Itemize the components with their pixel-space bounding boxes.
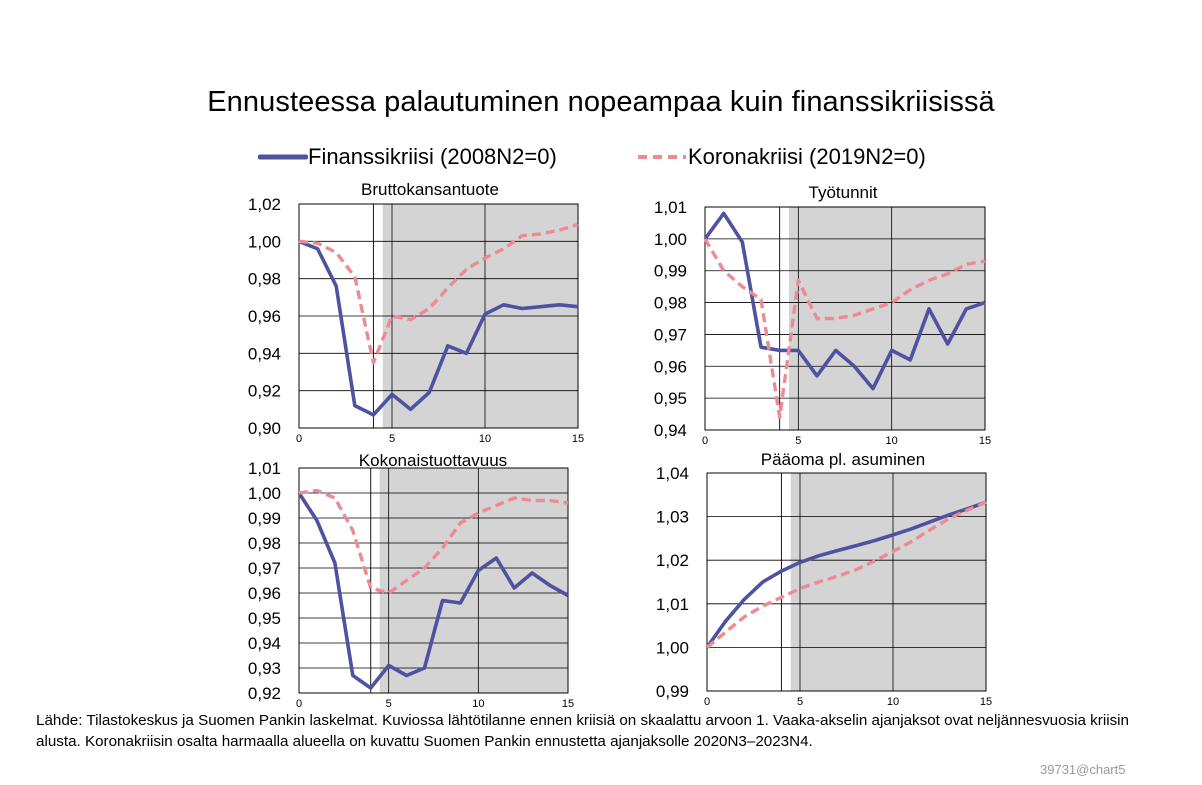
legend-item-finanssikriisi: Finanssikriisi (2008N2=0) — [258, 140, 557, 174]
y-tick-label: 0,96 — [248, 584, 281, 603]
legend-label-koronakriisi: Koronakriisi (2019N2=0) — [688, 144, 926, 169]
series-line-finanssikriisi — [298, 239, 579, 417]
legend-item-koronakriisi: Koronakriisi (2019N2=0) — [636, 140, 926, 174]
x-tick-label: 5 — [389, 433, 395, 445]
legend-line-solid — [258, 154, 308, 160]
legend-label-finanssikriisi: Finanssikriisi (2008N2=0) — [308, 144, 557, 169]
x-tick-label: 10 — [479, 433, 491, 445]
y-tick-label: 1,03 — [656, 508, 689, 527]
y-tick-label: 0,98 — [248, 534, 281, 553]
y-tick-label: 0,90 — [248, 419, 281, 438]
y-tick-label: 0,92 — [248, 684, 281, 703]
y-tick-label: 0,98 — [248, 270, 281, 289]
y-tick-label: 0,95 — [654, 389, 687, 408]
y-tick-label: 0,94 — [654, 421, 687, 440]
x-tick-label: 15 — [572, 433, 584, 445]
panel-title: Pääoma pl. asuminen — [761, 450, 925, 469]
y-tick-label: 0,98 — [654, 294, 687, 313]
plot-frame — [704, 206, 986, 431]
chart-title: Ennusteessa palautuminen nopeampaa kuin … — [207, 86, 995, 118]
x-tick-label: 5 — [795, 435, 801, 447]
y-tick-label: 0,92 — [248, 382, 281, 401]
source-note: Lähde: Tilastokeskus ja Suomen Pankin la… — [36, 712, 1130, 750]
y-tick-label: 0,96 — [248, 307, 281, 326]
y-tick-label: 0,94 — [248, 634, 281, 653]
chart-panel-bkt: 0,90 0,92 0,94 0,96 0,98 1,00 1,02 0 5 10 15 Brutto… — [248, 180, 584, 445]
series-line-koronakriisi — [298, 488, 569, 595]
y-tick-label: 0,99 — [656, 682, 689, 701]
plot-frame — [298, 203, 579, 429]
y-tick-label: 0,96 — [654, 357, 687, 376]
x-tick-label: 0 — [704, 696, 710, 708]
chart-panel-paaoma: 0,99 1,00 1,01 1,02 1,03 1,04 0 5 10 15 Pääoma pl.… — [656, 450, 992, 708]
forecast-shade — [789, 207, 985, 430]
y-tick-label: 1,01 — [654, 198, 687, 217]
x-tick-label: 10 — [472, 698, 484, 710]
y-tick-label: 1,00 — [654, 230, 687, 249]
panel-title: Kokonaistuottavuus — [359, 451, 507, 470]
charts-area: 0,90 0,92 0,94 0,96 0,98 1,00 1,02 0 5 10 15 Brutto… — [248, 180, 992, 710]
legend-line-dashed — [638, 155, 686, 159]
y-tick-label: 1,01 — [248, 459, 281, 478]
x-tick-label: 15 — [562, 698, 574, 710]
y-tick-label: 0,97 — [248, 559, 281, 578]
legend: Finanssikriisi (2008N2=0) Koronakriisi (… — [0, 140, 1202, 174]
panel-title: Työtunnit — [809, 183, 878, 202]
series-line-finanssikriisi — [297, 492, 569, 690]
y-tick-label: 1,00 — [656, 638, 689, 657]
y-tick-label: 0,95 — [248, 609, 281, 628]
y-tick-label: 1,00 — [248, 484, 281, 503]
y-tick-label: 0,97 — [654, 325, 687, 344]
plot-frame — [298, 467, 569, 694]
x-tick-label: 15 — [980, 696, 992, 708]
x-tick-label: 5 — [797, 696, 803, 708]
x-tick-label: 10 — [887, 696, 899, 708]
y-tick-label: 0,94 — [248, 344, 281, 363]
x-tick-label: 0 — [296, 698, 302, 710]
chart-panel-tyotunnit: 0,94 0,95 0,96 0,97 0,98 0,99 1,00 1,01 0 5 10 15 Ty… — [654, 183, 991, 447]
y-tick-label: 1,02 — [656, 551, 689, 570]
x-tick-label: 10 — [886, 435, 898, 447]
chart-id: 39731@chart5 — [1040, 762, 1126, 777]
y-tick-label: 0,99 — [654, 262, 687, 281]
panel-title: Bruttokansantuote — [361, 180, 499, 199]
y-tick-label: 1,04 — [656, 464, 689, 483]
chart-panel-kokonaistuottavuus: 0,92 0,93 0,94 0,95 0,96 0,97 0,98 0,99 1,00 1,01… — [248, 451, 574, 710]
x-tick-label: 15 — [979, 435, 991, 447]
y-tick-label: 0,99 — [248, 509, 281, 528]
plot-frame — [706, 472, 987, 692]
y-tick-label: 1,00 — [248, 232, 281, 251]
series-line-koronakriisi — [703, 238, 986, 419]
x-tick-label: 0 — [702, 435, 708, 447]
y-tick-label: 0,93 — [248, 659, 281, 678]
series-line-finanssikriisi — [705, 500, 987, 649]
x-tick-label: 5 — [386, 698, 392, 710]
y-tick-label: 1,02 — [248, 195, 281, 214]
y-tick-label: 1,01 — [656, 595, 689, 614]
x-tick-label: 0 — [296, 433, 302, 445]
series-line-koronakriisi — [705, 500, 987, 649]
